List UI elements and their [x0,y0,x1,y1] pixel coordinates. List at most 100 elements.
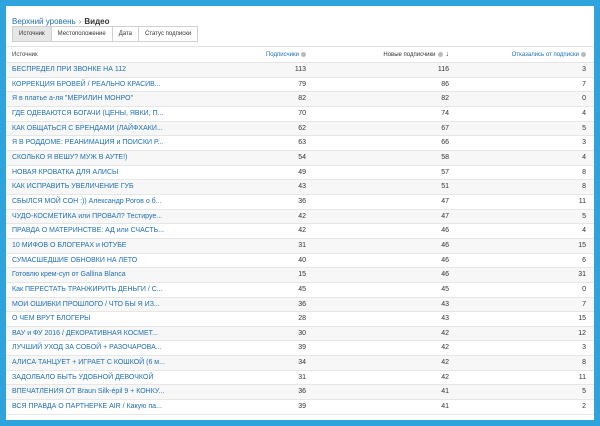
tab-date[interactable]: Дата [112,27,139,41]
subscribers-value: 28 [298,315,306,323]
video-title-link[interactable]: АЛИСА ТАНЦУЕТ + ИГРАЕТ С КОШКОЙ (6 м... [12,359,165,367]
video-title-link[interactable]: 10 МИФОВ О БЛОГЕРАХ и ЮТУБЕ [12,241,127,249]
table-row: КАК ИСПРАВИТЬ УВЕЛИЧЕНИЕ ГУБ 43 51 8 [6,180,594,195]
info-icon[interactable] [301,51,306,57]
new-subscribers-value: 47 [441,212,449,220]
chevron-right-icon: › [78,17,82,26]
unsubscribed-value: 8 [582,168,586,176]
info-icon[interactable] [437,51,443,57]
table-row: АЛИСА ТАНЦУЕТ + ИГРАЕТ С КОШКОЙ (6 м... 3… [6,356,594,371]
video-title-link[interactable]: ЧУДО-КОСМЕТИКА или ПРОВАЛ? Тестируе... [12,212,163,220]
video-title-link[interactable]: КОРРЕКЦИЯ БРОВЕЙ / РЕАЛЬНО КРАСИВ... [12,80,161,88]
header-new-subscribers[interactable]: Новые подписчики ↓ [383,47,449,63]
unsubscribed-value: 6 [582,256,586,264]
table-row: НОВАЯ КРОВАТКА ДЛЯ АЛИСЫ 49 57 8 [6,166,594,181]
new-subscribers-value: 42 [441,329,449,337]
table-row: КАК ОБЩАТЬСЯ С БРЕНДАМИ (ЛАЙФХАКИ... 62 67… [6,121,594,137]
subscribers-value: 79 [298,80,306,88]
new-subscribers-value: 41 [441,403,449,411]
dimension-tabs: Источник Местоположение Дата Статус подп… [12,26,199,42]
table-row: Я в платье а-ля "МЕРИЛИН МОНРО" 82 82 0 [6,92,594,107]
unsubscribed-value: 4 [582,153,586,161]
unsubscribed-value: 4 [582,109,586,117]
new-subscribers-value: 42 [441,344,449,352]
new-subscribers-value: 46 [441,227,449,235]
unsubscribed-value: 11 [578,373,586,381]
unsubscribed-value: 12 [578,329,586,337]
subscribers-value: 40 [298,256,306,264]
unsubscribed-value: 31 [578,271,586,279]
subscribers-value: 36 [298,388,306,396]
table-row: СУМАСШЕДШИЕ ОБНОВКИ НА ЛЕТО 40 46 6 [6,254,594,269]
table-row: 10 МИФОВ О БЛОГЕРАХ и ЮТУБЕ 31 46 15 [6,238,594,254]
tab-subscription-status[interactable]: Статус подписки [139,27,198,41]
new-subscribers-value: 66 [441,139,449,147]
new-subscribers-value: 42 [441,373,449,381]
subscribers-value: 39 [298,403,306,411]
header-new-subscribers-label[interactable]: Новые подписчики [383,52,436,58]
header-unsubscribed[interactable]: Отказались от подписки [512,47,586,63]
unsubscribed-value: 5 [582,124,586,132]
video-title-link[interactable]: Как ПЕРЕСТАТЬ ТРАНЖИРИТЬ ДЕНЬГИ / С... [12,285,163,293]
video-title-link[interactable]: ПРАВДА О МАТЕРИНСТВЕ: АД или СЧАСТЬ... [12,227,165,235]
breadcrumb-current: Видео [84,17,110,26]
video-title-link[interactable]: ВАУ и ФУ 2016 / ДЕКОРАТИВНАЯ КОСМЕТ... [12,329,158,337]
new-subscribers-value: 86 [441,80,449,88]
tab-location[interactable]: Местоположение [51,27,113,41]
new-subscribers-value: 46 [441,256,449,264]
subscribers-value: 15 [298,271,306,279]
table-row: ЛУЧШИЙ УХОД ЗА СОБОЙ + РАЗОЧАРОВА... 39 42… [6,341,594,357]
video-title-link[interactable]: НОВАЯ КРОВАТКА ДЛЯ АЛИСЫ [12,168,119,176]
header-source: Источник [12,52,38,58]
header-unsubscribed-label[interactable]: Отказались от подписки [511,52,579,58]
info-icon[interactable] [581,51,586,57]
video-title-link[interactable]: СКОЛЬКО Я ВЕШУ? МУЖ В АУТЕ!) [12,153,128,161]
video-title-link[interactable]: О ЧЕМ ВРУТ БЛОГЕРЫ [12,315,91,323]
video-title-link[interactable]: ГДЕ ОДЕВАЮТСЯ БОГАЧИ (ЦЕНЫ, ЯВКИ, П... [12,109,164,117]
new-subscribers-value: 82 [441,95,449,103]
video-title-link[interactable]: Я В РОДДОМЕ: РЕАНИМАЦИЯ и ПОИСКИ Р... [12,139,164,147]
breadcrumb-root-link[interactable]: Верхний уровень [12,17,76,26]
header-subscribers[interactable]: Подписчики [266,47,306,63]
unsubscribed-value: 7 [582,80,586,88]
subscribers-value: 45 [298,285,306,293]
video-title-link[interactable]: ЗАДОЛБАЛО БЫТЬ УДОБНОЙ ДЕВОЧКОЙ [12,373,154,381]
sort-down-arrow-icon[interactable]: ↓ [445,51,450,58]
video-title-link[interactable]: Готовлю крем-суп от Gallina Blanca [12,271,126,279]
new-subscribers-value: 43 [441,300,449,308]
subscribers-value: 70 [298,109,306,117]
table-row: О ЧЕМ ВРУТ БЛОГЕРЫ 28 43 15 [6,312,594,327]
unsubscribed-value: 11 [578,197,586,205]
unsubscribed-value: 8 [582,359,586,367]
table-row: ВАУ и ФУ 2016 / ДЕКОРАТИВНАЯ КОСМЕТ... 30… [6,326,594,342]
new-subscribers-value: 45 [441,285,449,293]
new-subscribers-value: 116 [437,66,449,73]
new-subscribers-value: 41 [441,388,449,396]
unsubscribed-value: 8 [582,183,586,191]
video-title-link[interactable]: КАК ИСПРАВИТЬ УВЕЛИЧЕНИЕ ГУБ [12,183,134,191]
video-title-link[interactable]: ЛУЧШИЙ УХОД ЗА СОБОЙ + РАЗОЧАРОВА... [12,344,162,352]
video-title-link[interactable]: СБЫЛСЯ МОЙ СОН :)) Александр Рогов о б..… [12,197,162,205]
subscribers-value: 36 [298,197,306,205]
header-subscribers-label[interactable]: Подписчики [265,52,299,58]
unsubscribed-value: 5 [582,212,586,220]
video-title-link[interactable]: СУМАСШЕДШИЕ ОБНОВКИ НА ЛЕТО [12,256,138,264]
subscribers-value: 54 [298,153,306,161]
video-title-link[interactable]: МОИ ОШИБКИ ПРОШЛОГО / ЧТО БЫ Я ИЗ... [12,300,160,308]
new-subscribers-value: 58 [441,153,449,161]
subscribers-value: 63 [298,139,306,147]
table-row: ВПЕЧАТЛЕНИЯ ОТ Braun Silk-épil 9 + КОНКУ… [6,385,594,401]
video-title-link[interactable]: Я в платье а-ля "МЕРИЛИН МОНРО" [12,95,134,103]
table-row: ПРАВДА О МАТЕРИНСТВЕ: АД или СЧАСТЬ... 42… [6,224,594,239]
video-title-link[interactable]: ВСЯ ПРАВДА О ПАРТНЕРКЕ AIR / Какую па... [12,403,162,411]
table-row: СБЫЛСЯ МОЙ СОН :)) Александр Рогов о б..… [6,195,594,210]
unsubscribed-value: 7 [582,300,586,308]
new-subscribers-value: 46 [441,271,449,279]
video-title-link[interactable]: БЕСПРЕДЕЛ ПРИ ЗВОНКЕ НА 112 [12,66,126,73]
breadcrumb: Верхний уровень › Видео [12,17,110,26]
subscribers-value: 42 [298,212,306,220]
video-title-link[interactable]: КАК ОБЩАТЬСЯ С БРЕНДАМИ (ЛАЙФХАКИ... [12,124,163,132]
analytics-card: Верхний уровень › Видео Источник Местополо… [6,6,594,420]
video-title-link[interactable]: ВПЕЧАТЛЕНИЯ ОТ Braun Silk-épil 9 + КОНКУ… [12,388,165,396]
tab-source[interactable]: Источник [13,27,52,41]
